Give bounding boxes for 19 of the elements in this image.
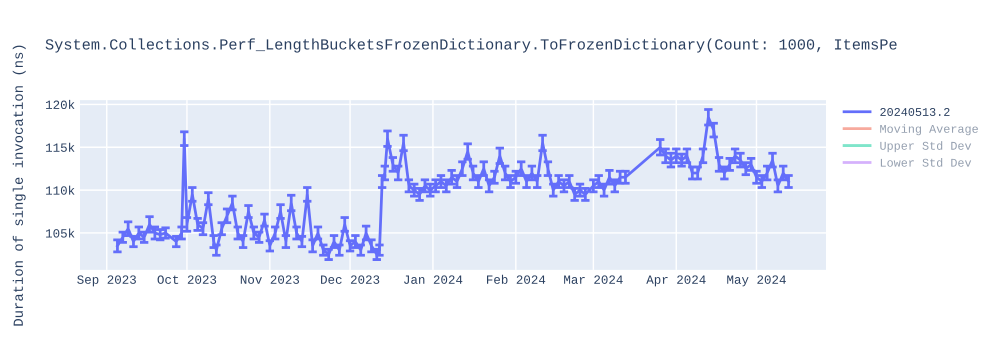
y-tick-label: 120k (46, 100, 74, 110)
y-tick-label: 115k (46, 142, 74, 152)
x-tick-label: Sep 2023 (77, 275, 136, 286)
x-tick-label: May 2024 (727, 275, 786, 286)
chart-title: System.Collections.Perf_LengthBucketsFrozenDictionary.ToFrozenDictionary(Count: 1000, ItemsPe (46, 38, 897, 53)
legend-label: Lower Std Dev (880, 158, 972, 167)
legend-label: Moving Average (880, 124, 978, 136)
legend-label: 20240513.2 (880, 108, 950, 116)
y-tick-label: 110k (46, 186, 74, 195)
y-tick-label: 105k (46, 228, 74, 238)
x-tick-label: Oct 2023 (158, 275, 216, 284)
y-axis-title: Duration of single invocation (ns) (12, 46, 26, 326)
x-tick-label: Feb 2024 (487, 274, 546, 284)
x-tick-label: Nov 2023 (240, 275, 300, 284)
x-tick-label: Dec 2023 (321, 275, 380, 284)
legend-label: Upper Std Dev (880, 141, 972, 152)
x-tick-label: Mar 2024 (564, 275, 623, 284)
x-tick-label: Jan 2024 (404, 275, 462, 284)
x-tick-label: Apr 2024 (646, 275, 706, 286)
